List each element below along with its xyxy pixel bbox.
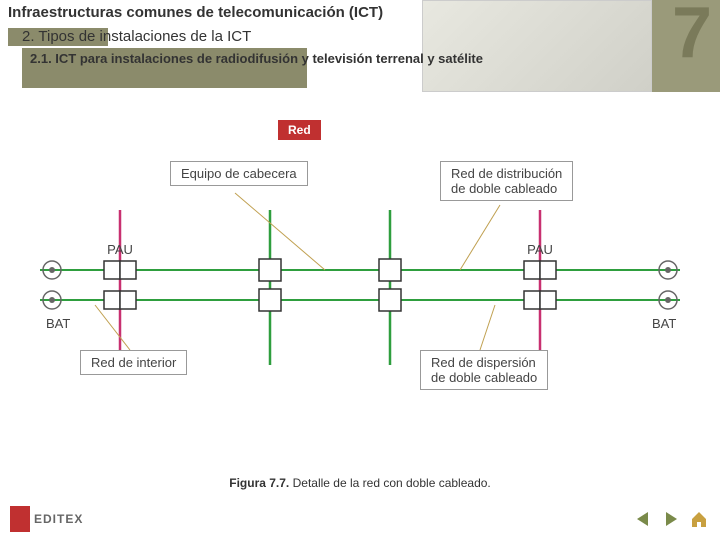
svg-text:PAU: PAU	[107, 242, 133, 257]
nav-prev-button[interactable]	[632, 508, 654, 530]
caption-label: Figura 7.7.	[229, 476, 289, 490]
publisher-logo: EDITEX	[10, 506, 83, 532]
section-title: 2. Tipos de instalaciones de la ICT	[22, 28, 251, 45]
subsection-title: 2.1. ICT para instalaciones de radiodifu…	[30, 50, 483, 68]
red-label: Red	[278, 120, 321, 140]
label-red-interior: Red de interior	[80, 350, 187, 375]
label-red-dispersion: Red de dispersión de doble cableado	[420, 350, 548, 390]
logo-text: EDITEX	[34, 512, 83, 526]
page-title: Infraestructuras comunes de telecomunica…	[8, 4, 383, 21]
svg-text:BAT: BAT	[652, 316, 676, 331]
caption-text: Detalle de la red con doble cableado.	[289, 476, 490, 490]
logo-icon	[10, 506, 30, 532]
network-diagram: PAU PAU BAT BAT Equipo de cabecera Red de d…	[40, 155, 680, 415]
header-photo	[422, 0, 652, 92]
nav-next-button[interactable]	[660, 508, 682, 530]
label-red-distribucion: Red de distribución de doble cableado	[440, 161, 573, 201]
figure-caption: Figura 7.7. Detalle de la red con doble …	[229, 476, 491, 492]
svg-text:PAU: PAU	[527, 242, 553, 257]
label-equipo-cabecera: Equipo de cabecera	[170, 161, 308, 186]
chapter-number: 7	[672, 0, 712, 74]
svg-text:BAT: BAT	[46, 316, 70, 331]
nav-home-button[interactable]	[688, 508, 710, 530]
